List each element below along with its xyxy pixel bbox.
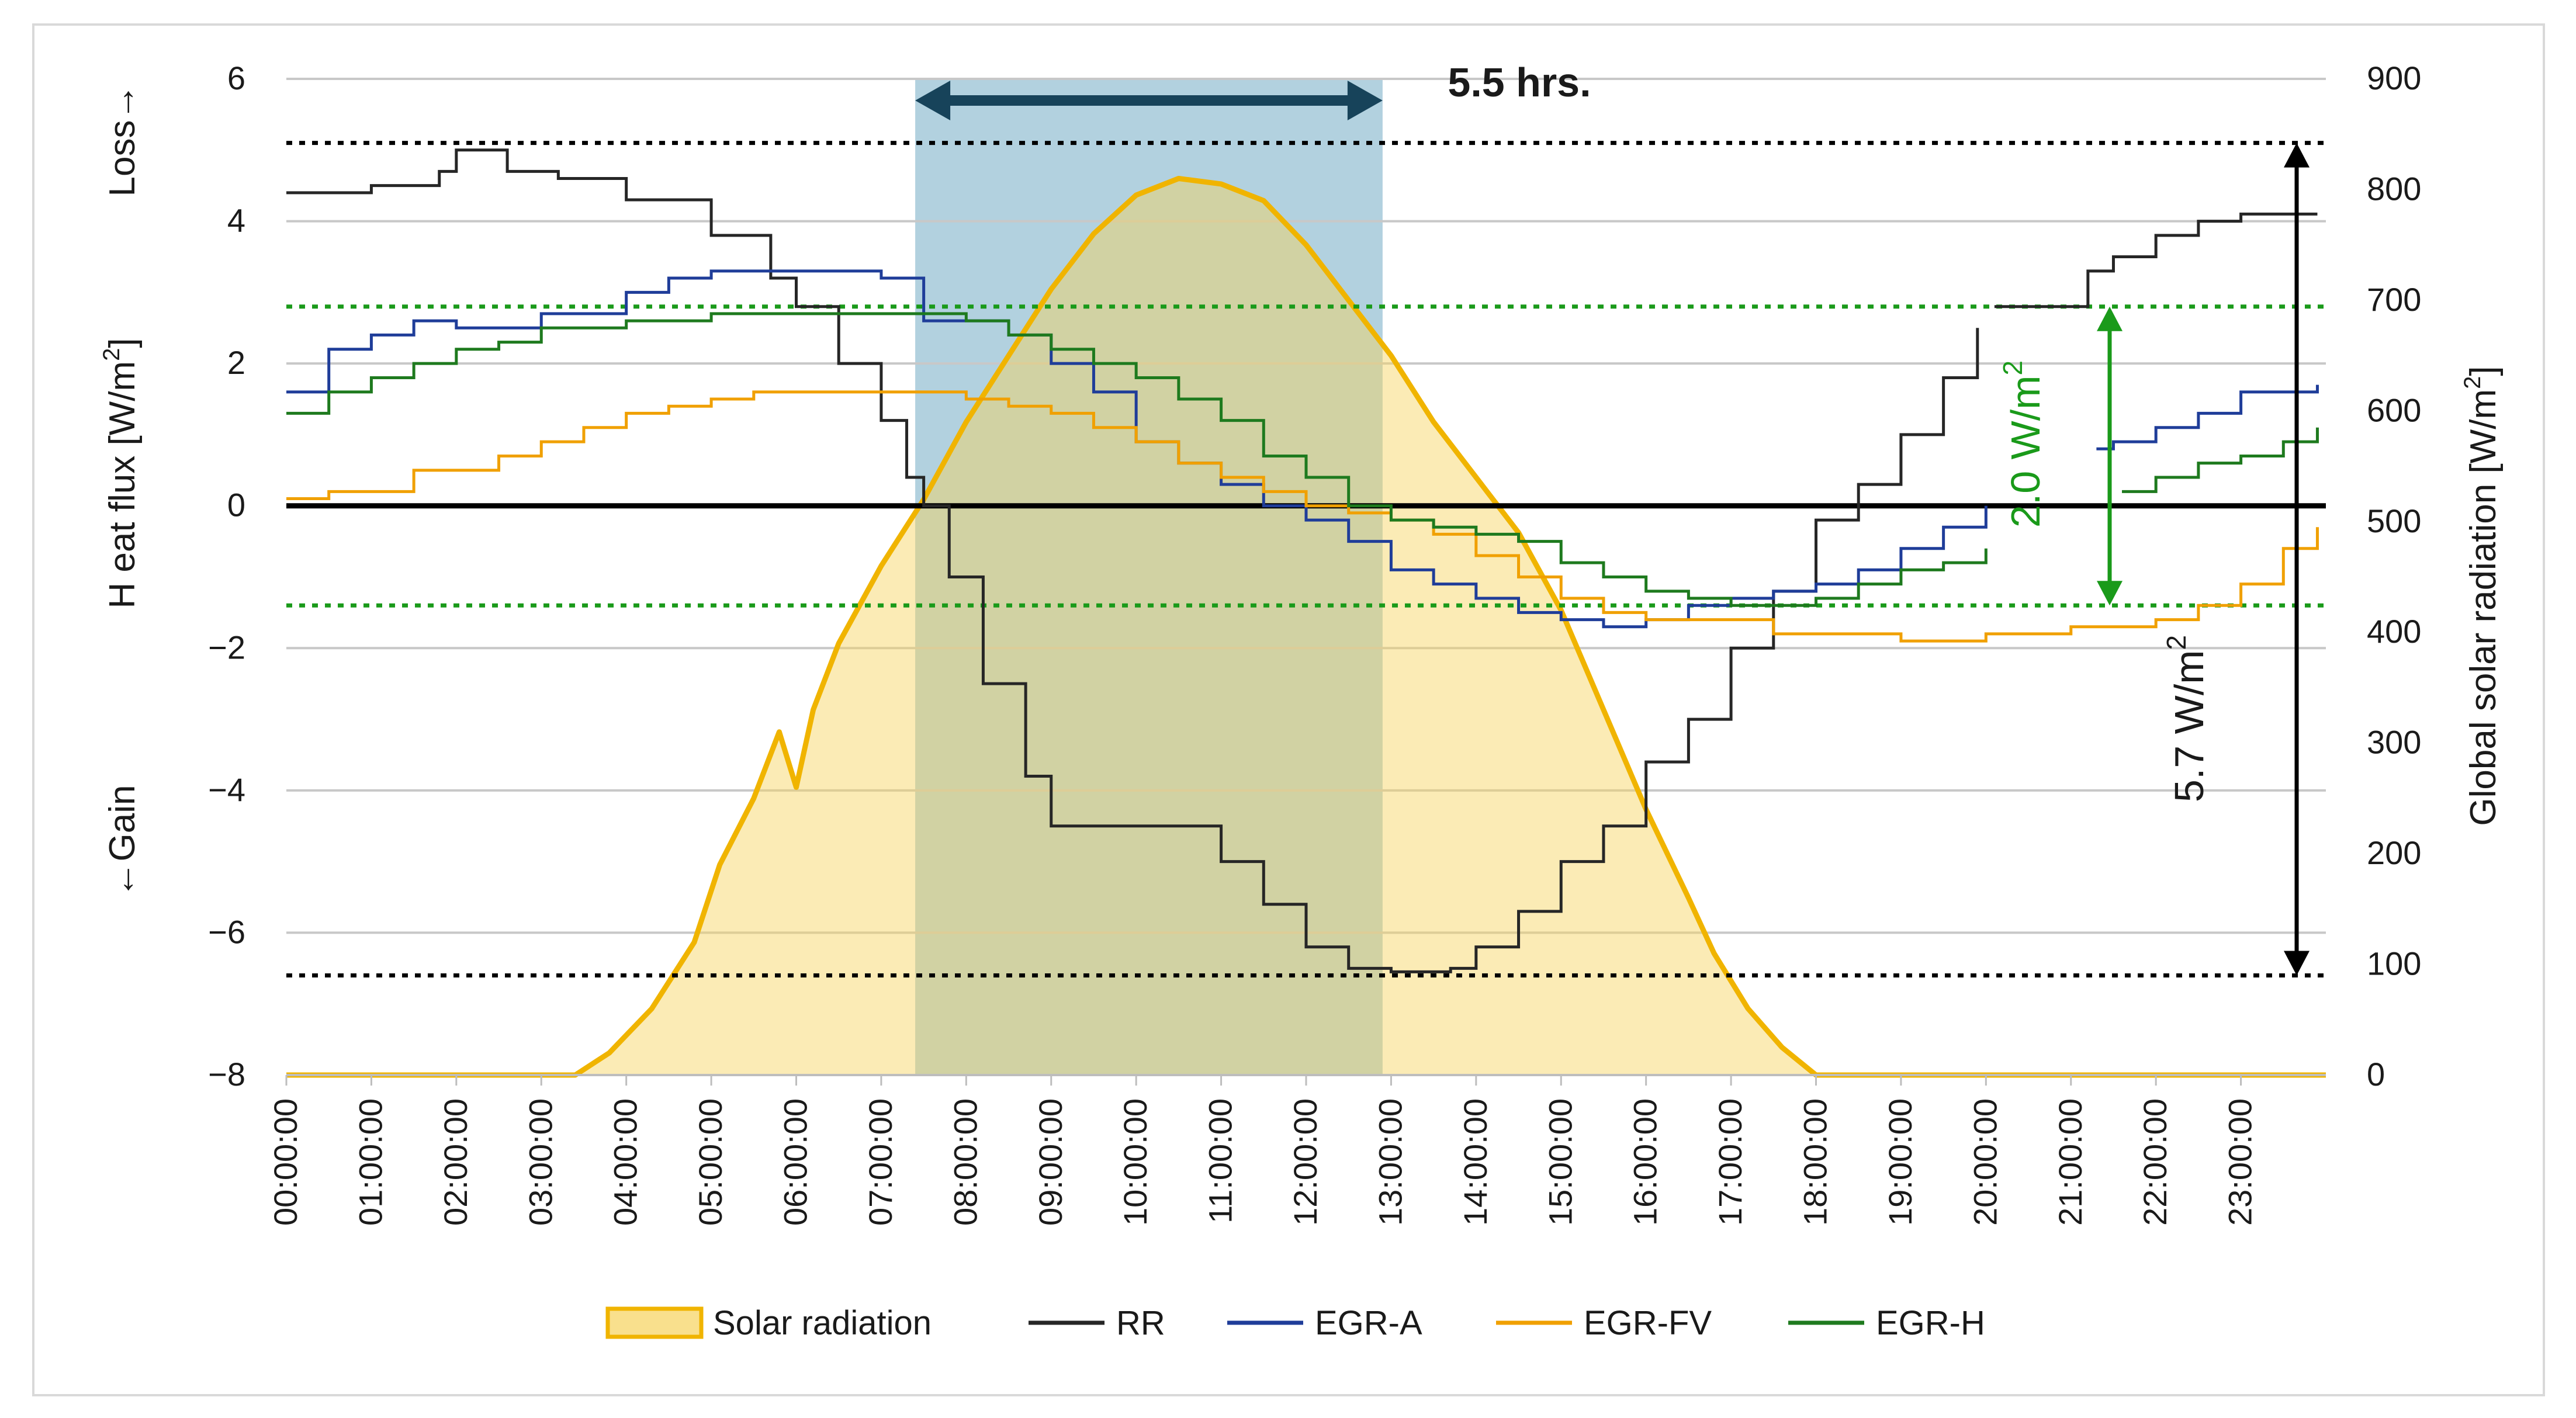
left-tick-label-7: −8: [208, 1056, 245, 1093]
x-tick-label-9: 09:00:00: [1032, 1098, 1069, 1226]
right-tick-label-3: 600: [2367, 391, 2421, 428]
range-small-label: 2.0 W/m2: [1997, 360, 2048, 528]
left-tick-label-0: 6: [227, 60, 245, 96]
x-tick-label-11: 11:00:00: [1202, 1098, 1239, 1223]
legend-label-egr-h: EGR-H: [1876, 1304, 1985, 1342]
series-line-rr: [286, 148, 2318, 973]
right-tick-label-1: 800: [2367, 170, 2421, 207]
legend: Solar radiation RR EGR-A EGR-FV EGR-H: [605, 1304, 1985, 1342]
duration-arrow-left-head: [915, 81, 951, 120]
right-tick-label-6: 300: [2367, 724, 2421, 761]
left-tick-label-2: 2: [227, 344, 245, 381]
range-large-arrow-bottom: [2284, 951, 2310, 976]
right-axis-main-label: Global solar radiation [W/m: [2463, 389, 2504, 826]
right-tick-label-8: 100: [2367, 945, 2421, 982]
x-tick-label-6: 06:00:00: [777, 1098, 814, 1226]
x-tick-label-12: 12:00:00: [1287, 1098, 1324, 1226]
x-tick-label-2: 02:00:00: [437, 1098, 474, 1226]
svg-text:Global solar radiation [W/m2]: Global solar radiation [W/m2]: [2460, 366, 2504, 826]
legend-label-rr: RR: [1116, 1304, 1165, 1342]
x-tick-label-10: 10:00:00: [1117, 1098, 1154, 1226]
range-large-text: 5.7 W/m: [2166, 650, 2212, 803]
svg-text:H eat flux [W/m2]: H eat flux [W/m2]: [99, 338, 143, 608]
left-tick-label-3: 0: [227, 487, 245, 523]
x-tick-label-14: 14:00:00: [1457, 1098, 1494, 1226]
legend-label-egr-fv: EGR-FV: [1584, 1304, 1712, 1342]
legend-swatch-solar: [605, 1306, 704, 1339]
solar-radiation-line: [286, 176, 2326, 1078]
range-small-text: 2.0 W/m: [2003, 376, 2048, 528]
x-tick-label-13: 13:00:00: [1372, 1098, 1408, 1226]
x-tick-label-3: 03:00:00: [522, 1098, 559, 1226]
range-small-sup: 2: [1997, 360, 2028, 376]
axes: 6 4 2 0 −2 −4 −6 −8 900 800 700 600 500 400 300 200 100 0…: [208, 60, 2421, 1226]
right-axis-sup: 2: [2460, 376, 2485, 389]
left-tick-label-4: −2: [208, 629, 245, 665]
legend-label-egr-a: EGR-A: [1315, 1304, 1422, 1342]
x-tick-label-17: 17:00:00: [1712, 1098, 1749, 1226]
x-tick-label-7: 07:00:00: [862, 1098, 899, 1226]
x-tick-label-1: 01:00:00: [352, 1098, 389, 1226]
left-axis-main-label: H eat flux [W/m: [102, 361, 143, 609]
x-tick-label-21: 21:00:00: [2052, 1098, 2089, 1226]
x-tick-label-22: 22:00:00: [2137, 1098, 2173, 1226]
right-tick-label-7: 200: [2367, 834, 2421, 871]
x-tick-label-16: 16:00:00: [1627, 1098, 1664, 1226]
solar-radiation-area: [286, 178, 2326, 1075]
left-axis-close: ]: [102, 338, 143, 348]
left-axis-gain-label: ←Gain: [102, 785, 143, 898]
left-axis-loss-label: Loss→: [102, 84, 143, 197]
range-large-arrow-top: [2284, 143, 2310, 168]
range-small-arrow-bottom: [2097, 581, 2123, 606]
range-small-arrow-top: [2097, 306, 2123, 331]
left-tick-label-6: −6: [208, 913, 245, 950]
range-large-sup: 2: [2161, 635, 2191, 650]
x-tick-label-5: 05:00:00: [692, 1098, 729, 1226]
svg-text:2.0 W/m2: 2.0 W/m2: [1997, 360, 2048, 528]
right-axis-title: Global solar radiation [W/m2]: [2460, 366, 2504, 826]
right-tick-label-9: 0: [2367, 1056, 2385, 1093]
x-tick-label-19: 19:00:00: [1882, 1098, 1919, 1226]
right-tick-label-2: 700: [2367, 281, 2421, 318]
x-tick-label-18: 18:00:00: [1797, 1098, 1834, 1226]
right-tick-label-4: 500: [2367, 502, 2421, 539]
annotations: [915, 81, 2310, 976]
x-tick-label-23: 23:00:00: [2222, 1098, 2259, 1226]
range-large-label: 5.7 W/m2: [2161, 635, 2212, 802]
left-axis-title: ←Gain H eat flux [W/m2] Loss→: [99, 84, 143, 898]
x-tick-label-20: 20:00:00: [1966, 1098, 2003, 1226]
right-tick-label-0: 900: [2367, 60, 2421, 96]
solar-area-layer: [286, 176, 2326, 1078]
series-line-egr-fv: [286, 390, 2319, 643]
duration-label: 5.5 hrs.: [1448, 60, 1591, 105]
x-tick-label-4: 04:00:00: [607, 1098, 644, 1226]
left-axis-sup: 2: [99, 348, 124, 361]
left-tick-label-1: 4: [227, 202, 245, 239]
right-tick-label-5: 400: [2367, 613, 2421, 650]
duration-arrow-right-head: [1347, 81, 1383, 120]
legend-label-solar: Solar radiation: [713, 1304, 932, 1342]
x-tick-label-8: 08:00:00: [947, 1098, 984, 1226]
svg-text:5.7 W/m2: 5.7 W/m2: [2161, 635, 2212, 802]
x-tick-label-15: 15:00:00: [1542, 1098, 1578, 1226]
right-axis-close: ]: [2463, 366, 2504, 376]
left-tick-label-5: −4: [208, 771, 245, 808]
x-tick-label-0: 00:00:00: [267, 1098, 304, 1226]
